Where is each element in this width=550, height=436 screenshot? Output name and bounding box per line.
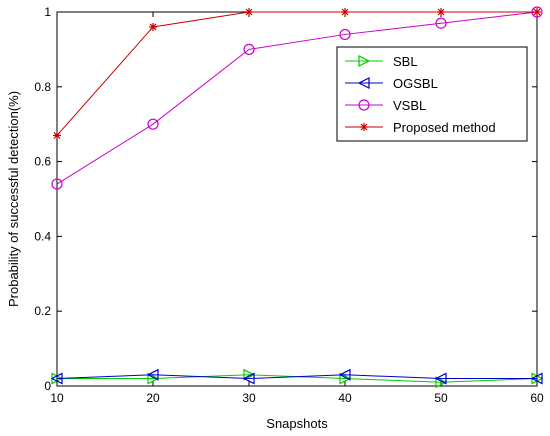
y-axis-label: Probability of successful detection(%) xyxy=(6,91,21,307)
y-tick-label: 0.4 xyxy=(34,229,51,243)
axis-ticks: 10 20 30 40 50 60 0 0.2 0.4 0.6 0.8 1 xyxy=(34,5,544,405)
legend-marker-ogsbl xyxy=(357,77,370,89)
y-tick-label: 0.2 xyxy=(34,304,51,318)
legend-label-ogsbl: OGSBL xyxy=(393,76,438,91)
x-tick-label: 50 xyxy=(434,391,448,405)
legend-marker-vsbl xyxy=(358,99,370,111)
y-tick-label: 0.8 xyxy=(34,80,51,94)
data-point-vsbl xyxy=(243,43,255,56)
data-point-vsbl xyxy=(435,17,447,29)
data-point-sbl xyxy=(243,368,256,381)
y-tick-label: 1 xyxy=(44,5,51,19)
series-line-ogsbl xyxy=(56,374,537,380)
series-line-vsbl xyxy=(56,11,538,185)
x-axis-label: Snapshots xyxy=(266,416,328,431)
data-point-ogsbl xyxy=(146,368,159,381)
data-point-proposed-method xyxy=(149,22,157,31)
legend-marker-proposed-method xyxy=(360,123,368,131)
data-point-sbl xyxy=(435,376,448,389)
y-tick-label: 0 xyxy=(44,379,51,393)
x-tick-label: 10 xyxy=(50,391,64,405)
legend: SBL OGSBL VSBL Proposed method xyxy=(336,46,528,142)
data-point-proposed-method xyxy=(53,131,61,140)
x-tick-label: 40 xyxy=(338,391,352,405)
data-point-sbl xyxy=(339,372,352,385)
legend-marker-sbl xyxy=(358,55,371,67)
data-point-ogsbl xyxy=(530,372,543,385)
x-tick-label: 60 xyxy=(530,391,544,405)
data-point-sbl xyxy=(147,372,160,385)
data-point-ogsbl xyxy=(242,372,255,385)
series-layer xyxy=(50,6,544,389)
data-point-proposed-method xyxy=(533,8,541,16)
legend-label-sbl: SBL xyxy=(393,54,418,69)
y-tick-label: 0.6 xyxy=(34,155,51,169)
data-point-ogsbl xyxy=(338,368,351,381)
legend-label-proposed-method: Proposed method xyxy=(393,120,496,135)
data-point-ogsbl xyxy=(434,372,447,385)
data-point-vsbl xyxy=(147,118,159,130)
series-line-proposed-method xyxy=(56,11,537,136)
data-point-proposed-method xyxy=(341,8,349,16)
data-point-vsbl xyxy=(339,28,351,41)
x-tick-label: 20 xyxy=(146,391,160,405)
data-point-ogsbl xyxy=(50,372,63,385)
data-point-proposed-method xyxy=(245,8,253,16)
data-point-proposed-method xyxy=(437,8,445,16)
data-point-vsbl xyxy=(51,178,63,190)
legend-label-vsbl: VSBL xyxy=(393,98,426,113)
legend-box xyxy=(336,46,528,142)
x-tick-label: 30 xyxy=(242,391,256,405)
